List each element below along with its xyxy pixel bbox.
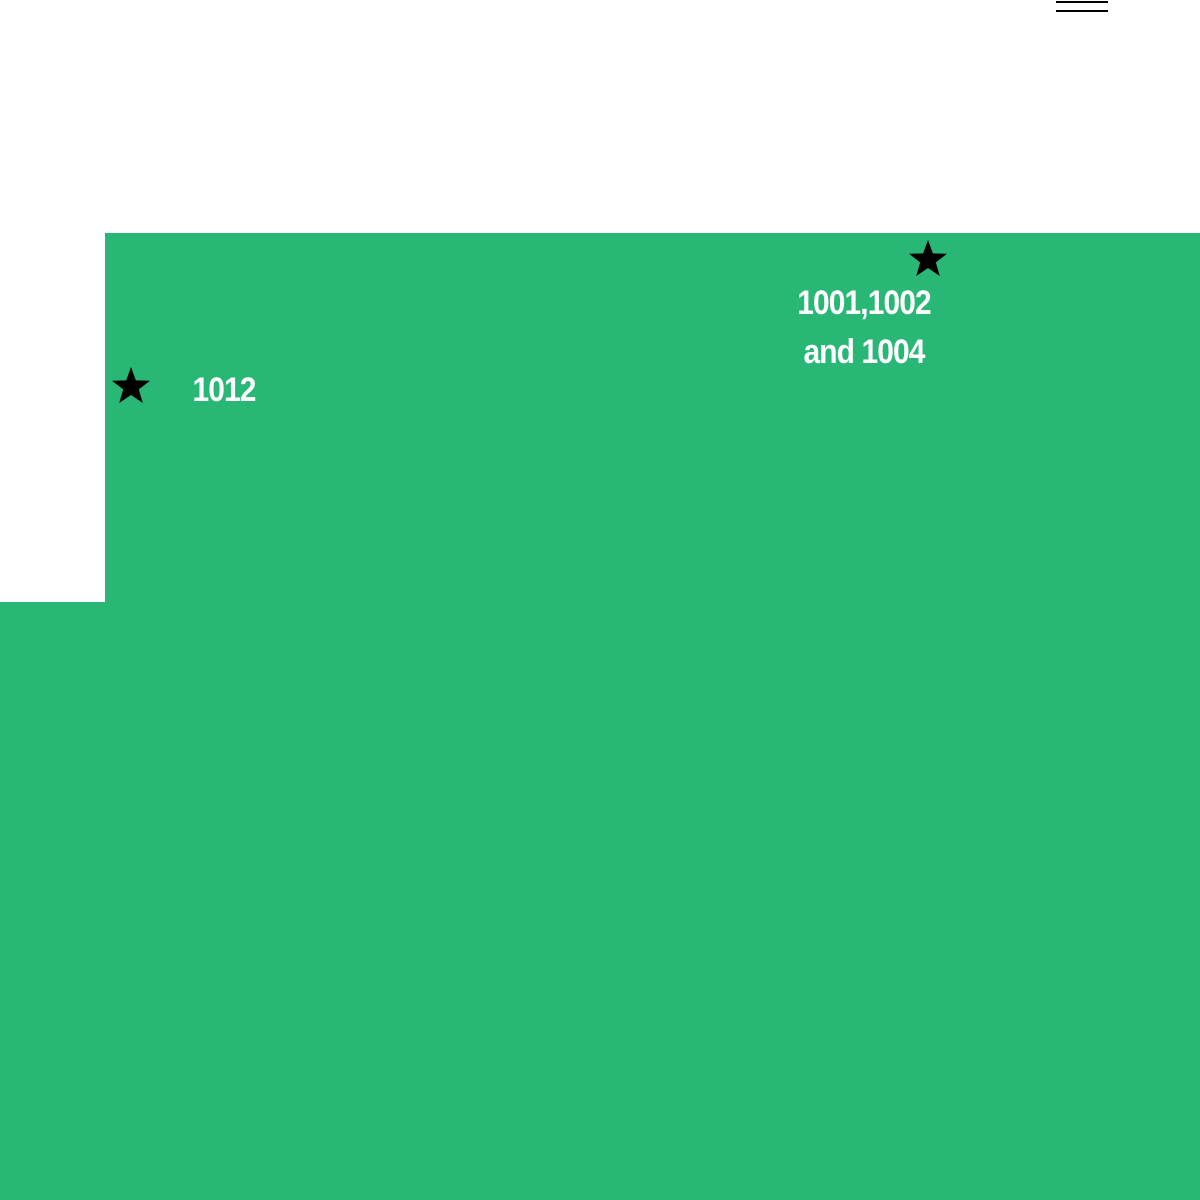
marker-label-line: 1001,1002 [797, 284, 931, 322]
marker-label-1001-1002-1004: 1001,1002 and 1004 [776, 279, 952, 378]
menu-bar [1056, 1, 1108, 3]
marker-1001-1002-1004[interactable] [909, 240, 947, 276]
marker-label-line: 1012 [192, 371, 256, 409]
marker-1012[interactable] [112, 367, 150, 403]
menu-bar [1056, 10, 1108, 12]
menu-icon[interactable] [1056, 0, 1108, 14]
marker-label-1012: 1012 [180, 366, 268, 415]
marker-label-line: and 1004 [803, 333, 925, 372]
region-shape [0, 233, 1200, 1200]
star-icon[interactable] [112, 367, 150, 403]
star-icon[interactable] [909, 240, 947, 276]
